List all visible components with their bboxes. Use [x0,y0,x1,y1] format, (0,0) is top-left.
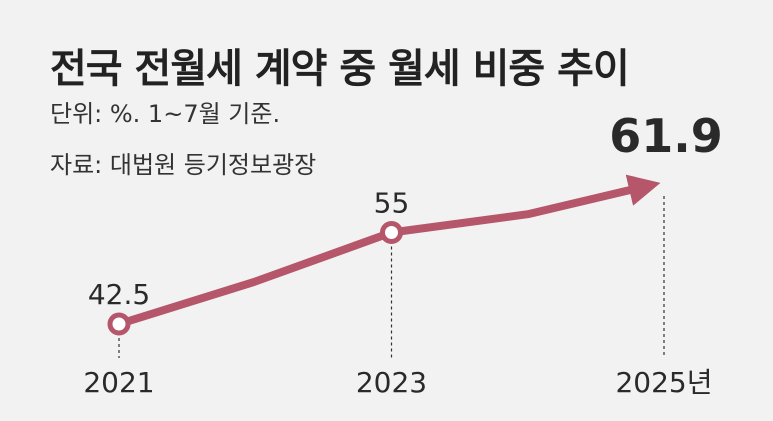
x-tick-label: 2023 [356,366,427,399]
data-point-marker [107,312,131,336]
data-point-marker [380,221,403,245]
chart-title: 전국 전월세 계약 중 월세 비중 추이 [50,46,630,92]
chart-source: 자료: 대법원 등기정보광장 [50,151,317,179]
x-tick-label: 2025년 [615,366,712,399]
data-label: 42.5 [88,278,150,311]
data-label: 61.9 [609,109,723,163]
data-label: 55 [374,187,410,220]
chart-subtitle: 단위: %. 1~7월 기준. [50,100,281,128]
x-tick-label: 2021 [83,366,154,399]
